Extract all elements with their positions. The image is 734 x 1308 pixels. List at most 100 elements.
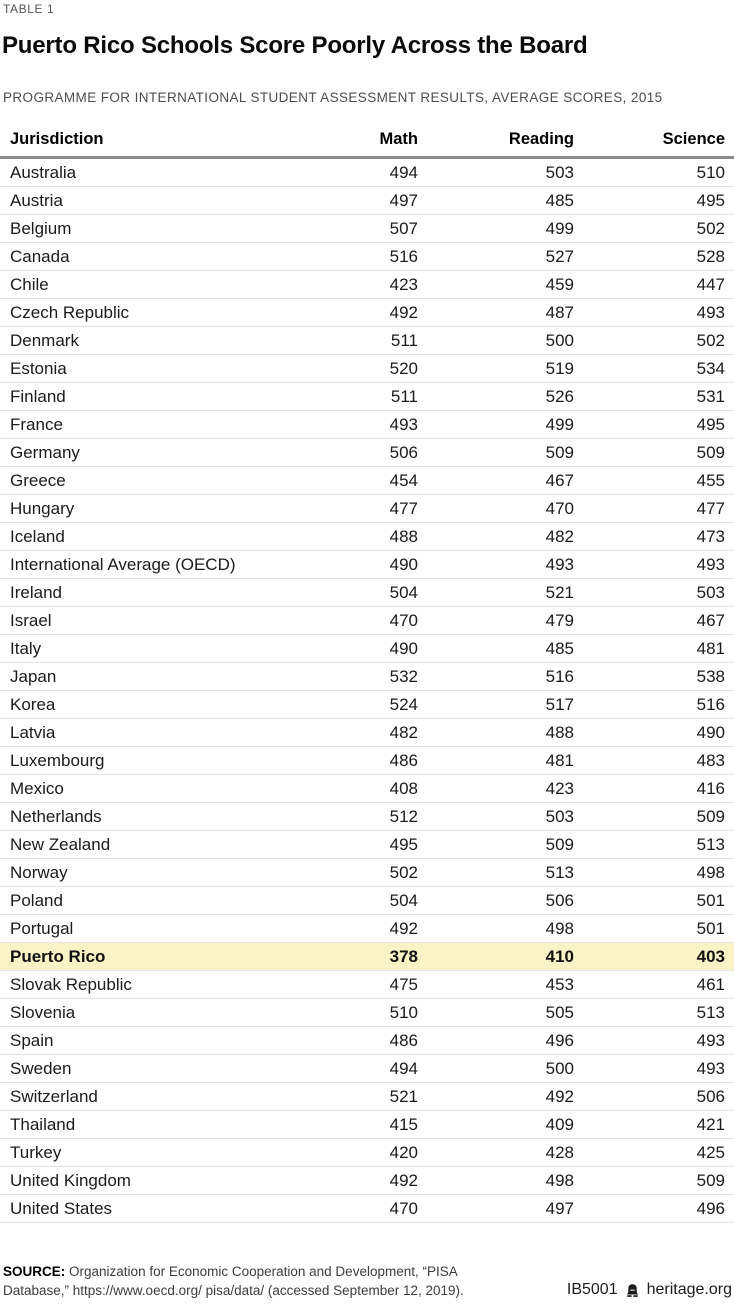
table-row: Puerto Rico 378 410 403 xyxy=(0,942,734,972)
score-cell: 506 xyxy=(418,886,574,916)
table-row: Italy 490 485 481 xyxy=(0,634,734,664)
score-cell: 509 xyxy=(574,802,734,832)
score-cell: 521 xyxy=(338,1082,418,1112)
jurisdiction-cell: Luxembourg xyxy=(0,746,338,776)
score-cell: 520 xyxy=(338,354,418,384)
jurisdiction-cell: Belgium xyxy=(0,214,338,244)
score-cell: 524 xyxy=(338,690,418,720)
jurisdiction-cell: Greece xyxy=(0,466,338,496)
score-cell: 513 xyxy=(574,830,734,860)
table-row: Turkey 420 428 425 xyxy=(0,1138,734,1168)
jurisdiction-cell: New Zealand xyxy=(0,830,338,860)
table-row: Canada 516 527 528 xyxy=(0,242,734,272)
table-row: Norway 502 513 498 xyxy=(0,858,734,888)
jurisdiction-cell: Czech Republic xyxy=(0,298,338,328)
score-cell: 498 xyxy=(418,914,574,944)
jurisdiction-cell: France xyxy=(0,410,338,440)
table-row: Korea 524 517 516 xyxy=(0,690,734,720)
score-cell: 482 xyxy=(418,522,574,552)
score-cell: 490 xyxy=(574,718,734,748)
source-label: SOURCE: xyxy=(3,1264,66,1279)
score-cell: 453 xyxy=(418,970,574,1000)
score-cell: 500 xyxy=(418,1054,574,1084)
jurisdiction-cell: Chile xyxy=(0,270,338,300)
table-row: Ireland 504 521 503 xyxy=(0,578,734,608)
table-row: Latvia 482 488 490 xyxy=(0,718,734,748)
score-cell: 459 xyxy=(418,270,574,300)
score-cell: 485 xyxy=(418,634,574,664)
jurisdiction-cell: Portugal xyxy=(0,914,338,944)
score-cell: 470 xyxy=(418,494,574,524)
score-cell: 425 xyxy=(574,1138,734,1168)
score-cell: 511 xyxy=(338,382,418,412)
score-cell: 493 xyxy=(574,1054,734,1084)
score-cell: 378 xyxy=(338,942,418,972)
score-cell: 492 xyxy=(338,298,418,328)
score-cell: 509 xyxy=(574,1166,734,1196)
score-cell: 521 xyxy=(418,578,574,608)
table-row: Sweden 494 500 493 xyxy=(0,1054,734,1084)
score-cell: 493 xyxy=(574,298,734,328)
score-cell: 461 xyxy=(574,970,734,1000)
table-row: Chile 423 459 447 xyxy=(0,270,734,300)
table-row: Netherlands 512 503 509 xyxy=(0,802,734,832)
score-cell: 467 xyxy=(574,606,734,636)
score-cell: 503 xyxy=(418,157,574,188)
score-cell: 447 xyxy=(574,270,734,300)
score-cell: 482 xyxy=(338,718,418,748)
table-row: France 493 499 495 xyxy=(0,410,734,440)
table-row: Iceland 488 482 473 xyxy=(0,522,734,552)
score-cell: 509 xyxy=(418,830,574,860)
score-cell: 501 xyxy=(574,914,734,944)
table-row: Belgium 507 499 502 xyxy=(0,214,734,244)
jurisdiction-cell: Thailand xyxy=(0,1110,338,1140)
score-cell: 503 xyxy=(574,578,734,608)
jurisdiction-cell: Slovak Republic xyxy=(0,970,338,1000)
scores-table: Jurisdiction Math Reading Science Austra… xyxy=(0,127,734,1224)
jurisdiction-cell: Latvia xyxy=(0,718,338,748)
source-text: Organization for Economic Cooperation an… xyxy=(3,1264,464,1298)
subtitle: PROGRAMME FOR INTERNATIONAL STUDENT ASSE… xyxy=(3,90,663,106)
score-cell: 513 xyxy=(574,998,734,1028)
score-cell: 499 xyxy=(418,214,574,244)
score-cell: 496 xyxy=(574,1194,734,1224)
table-row: Germany 506 509 509 xyxy=(0,438,734,468)
jurisdiction-cell: International Average (OECD) xyxy=(0,550,338,580)
score-cell: 410 xyxy=(418,942,574,972)
jurisdiction-cell: Switzerland xyxy=(0,1082,338,1112)
score-cell: 513 xyxy=(418,858,574,888)
score-cell: 493 xyxy=(574,550,734,580)
score-cell: 481 xyxy=(418,746,574,776)
score-cell: 496 xyxy=(418,1026,574,1056)
score-cell: 517 xyxy=(418,690,574,720)
jurisdiction-cell: United States xyxy=(0,1194,338,1224)
score-cell: 502 xyxy=(338,858,418,888)
score-cell: 504 xyxy=(338,886,418,916)
jurisdiction-cell: Australia xyxy=(0,157,338,188)
score-cell: 531 xyxy=(574,382,734,412)
jurisdiction-cell: Sweden xyxy=(0,1054,338,1084)
score-cell: 507 xyxy=(338,214,418,244)
score-cell: 479 xyxy=(418,606,574,636)
score-cell: 498 xyxy=(574,858,734,888)
source-note: SOURCE: Organization for Economic Cooper… xyxy=(3,1262,493,1300)
jurisdiction-cell: Slovenia xyxy=(0,998,338,1028)
table-row: Spain 486 496 493 xyxy=(0,1026,734,1056)
score-cell: 423 xyxy=(338,270,418,300)
score-cell: 528 xyxy=(574,242,734,272)
score-cell: 486 xyxy=(338,746,418,776)
score-cell: 510 xyxy=(574,157,734,188)
score-cell: 470 xyxy=(338,606,418,636)
table-row: Hungary 477 470 477 xyxy=(0,494,734,524)
score-cell: 503 xyxy=(418,802,574,832)
jurisdiction-cell: Hungary xyxy=(0,494,338,524)
score-cell: 481 xyxy=(574,634,734,664)
score-cell: 510 xyxy=(338,998,418,1028)
score-cell: 509 xyxy=(418,438,574,468)
score-cell: 455 xyxy=(574,466,734,496)
table-row: Luxembourg 486 481 483 xyxy=(0,746,734,776)
score-cell: 409 xyxy=(418,1110,574,1140)
jurisdiction-cell: Denmark xyxy=(0,326,338,356)
score-cell: 516 xyxy=(418,662,574,692)
table-row: Czech Republic 492 487 493 xyxy=(0,298,734,328)
